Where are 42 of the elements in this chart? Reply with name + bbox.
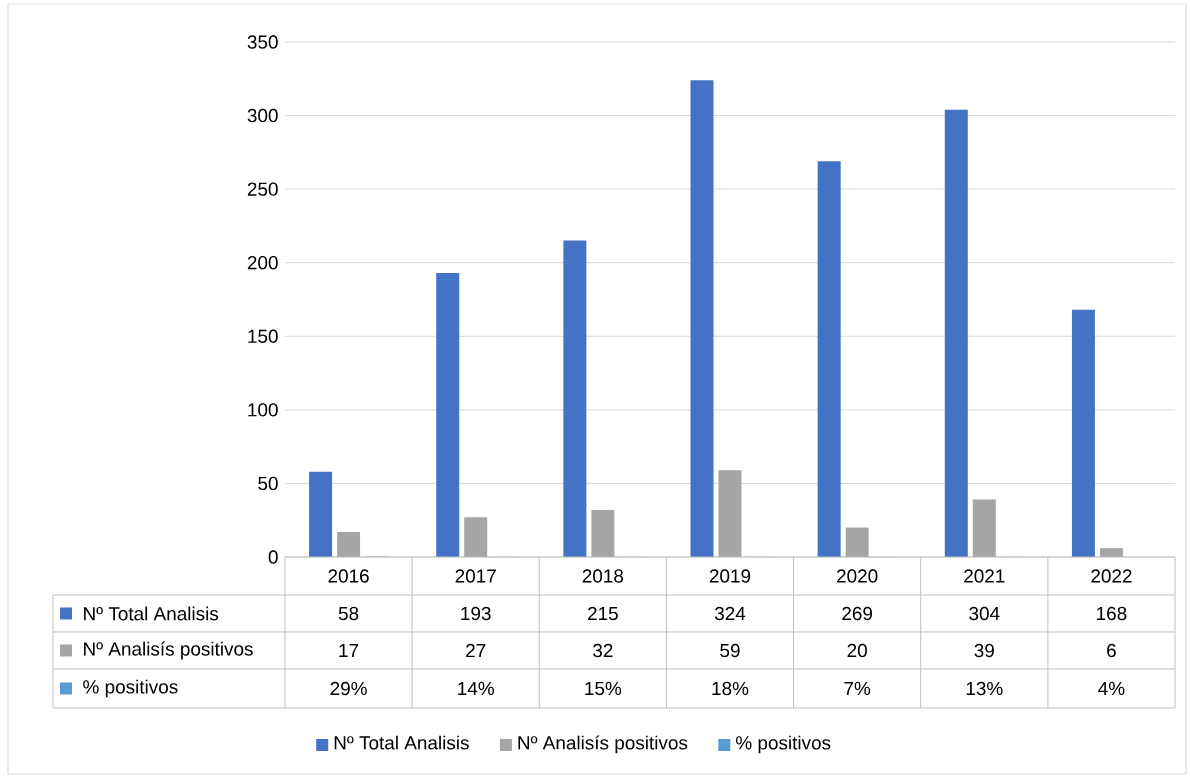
data-label: 168: [1097, 606, 1127, 621]
data-label: 20: [847, 643, 867, 658]
data-label: 18%: [712, 681, 749, 696]
x-tick-label: 2018: [582, 569, 624, 583]
data-label: 27: [466, 643, 486, 658]
x-tick-label: 2021: [964, 569, 1005, 583]
data-label: 269: [842, 606, 873, 621]
y-tick-label: 350: [247, 35, 278, 49]
data-label: 15%: [585, 681, 622, 696]
data-label: 324: [714, 606, 746, 621]
y-tick-label: 0: [268, 550, 278, 564]
data-label: 7%: [844, 681, 871, 696]
data-label: 6: [1107, 643, 1116, 658]
y-tick-label: 50: [258, 476, 278, 491]
x-tick-label: 2017: [455, 569, 496, 583]
y-tick-label: 300: [247, 108, 278, 123]
legend-label: Nº Total Analisis: [84, 606, 219, 621]
data-label: 29%: [330, 681, 367, 696]
y-tick-label: 150: [248, 329, 278, 343]
text: % positivos: [83, 679, 178, 698]
y-tick-label: 100: [248, 403, 278, 417]
text: Nº Total Analisis: [334, 735, 469, 750]
x-tick-label: 2022: [1091, 569, 1132, 583]
x-tick-label: 2016: [328, 569, 369, 583]
data-label: 4%: [1098, 681, 1125, 696]
data-label: 59: [720, 643, 740, 658]
text: Nº Analisís positivos: [518, 735, 688, 754]
data-label: 58: [338, 606, 359, 621]
data-label: 14%: [458, 681, 494, 696]
data-label: 13%: [966, 681, 1003, 696]
y-tick-label: 250: [247, 182, 278, 196]
x-tick-label: 2019: [709, 569, 751, 583]
data-label: 17: [339, 643, 359, 657]
y-tick-label: 200: [247, 255, 278, 270]
x-tick-label: 2020: [837, 569, 878, 583]
legend-label: Nº Analisís positivos: [84, 641, 253, 660]
data-label: 215: [588, 606, 618, 621]
data-label: 32: [593, 643, 613, 658]
data-label: 193: [461, 606, 491, 621]
data-label: 39: [974, 643, 994, 658]
legend-label: % positivos: [736, 735, 831, 754]
data-label: 304: [969, 606, 1000, 621]
